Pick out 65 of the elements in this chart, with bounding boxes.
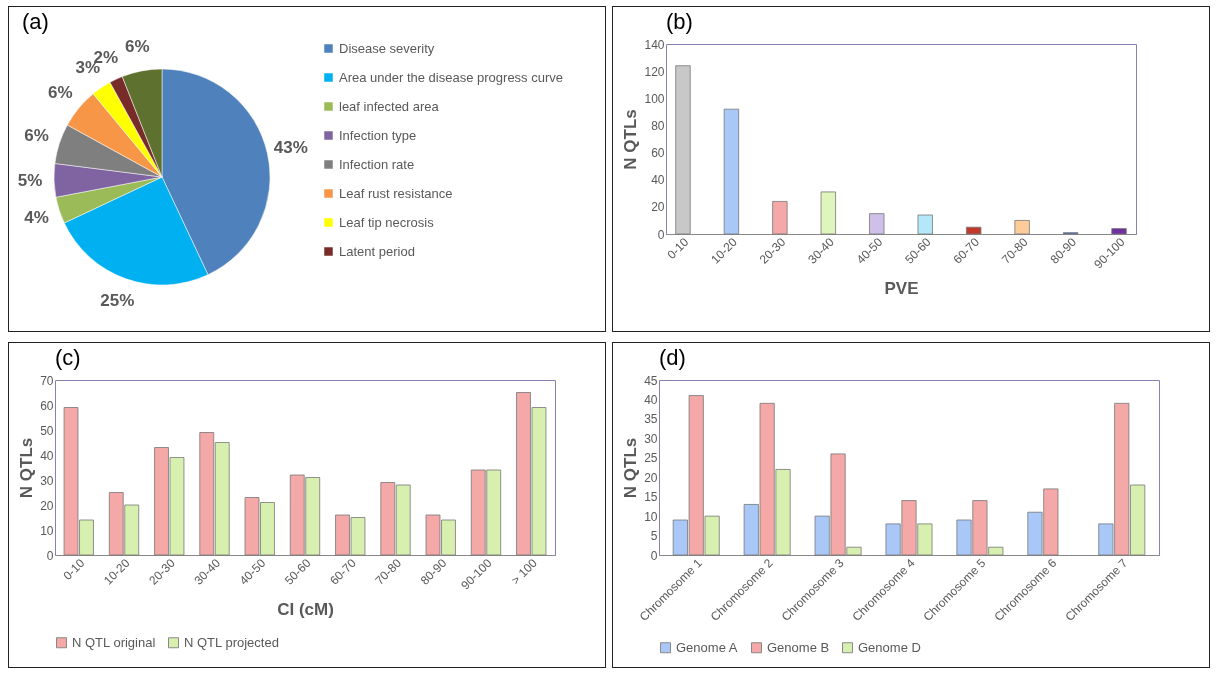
legend-label: Infection rate	[339, 156, 415, 172]
y-tick-label: 20	[40, 498, 54, 513]
bar	[820, 191, 836, 235]
y-tick-label: 15	[644, 490, 658, 505]
legend-label: Infection type	[339, 127, 417, 143]
x-axis-title: CI (cM)	[277, 599, 334, 619]
y-axis-title: N QTLs	[621, 109, 641, 170]
legend-label: N QTL original	[72, 634, 156, 650]
y-tick-label: 45	[644, 373, 658, 388]
bar	[869, 213, 885, 235]
data-label: 5%	[17, 171, 43, 191]
legend-label: Latent period	[339, 243, 415, 259]
bar	[723, 108, 740, 235]
y-tick-label: 40	[40, 448, 54, 463]
data-label: 6%	[48, 82, 73, 102]
legend-label: Area under the disease progress curve	[339, 69, 564, 85]
y-tick-label: 100	[644, 91, 665, 106]
legend-label: N QTL projected	[184, 634, 279, 650]
data-label: 4%	[24, 207, 49, 227]
y-axis-title: N QTLs	[17, 437, 37, 499]
legend-label: Leaf tip necrosis	[339, 214, 435, 230]
y-tick-label: 5	[650, 529, 658, 544]
y-tick-label: 60	[40, 398, 54, 413]
data-label: 6%	[24, 126, 49, 146]
y-tick-label: 20	[644, 470, 658, 485]
chart-title: (d)	[659, 345, 686, 370]
legend-label: Disease severity	[339, 40, 435, 56]
data-label: 43%	[273, 138, 308, 158]
y-tick-label: 0	[650, 548, 658, 563]
y-tick-label: 10	[40, 523, 54, 538]
bar	[917, 214, 933, 235]
bar	[675, 65, 691, 235]
y-axis-title: N QTLs	[621, 437, 641, 499]
y-tick-label: 120	[644, 64, 665, 79]
y-tick-label: 0	[46, 548, 54, 563]
y-tick-label: 60	[651, 146, 665, 161]
y-tick-label: 50	[40, 423, 54, 438]
y-tick-label: 20	[651, 200, 665, 215]
y-tick-label: 30	[644, 431, 658, 446]
x-axis-title: PVE	[884, 278, 919, 298]
x-tick-label: > 100	[508, 555, 540, 588]
y-tick-label: 10	[644, 509, 658, 524]
chart-title: (a)	[22, 9, 49, 35]
data-label: 25%	[100, 291, 135, 311]
legend-label: leaf infected area	[339, 98, 440, 114]
y-tick-label: 70	[40, 373, 54, 388]
y-tick-label: 40	[651, 173, 665, 188]
bar	[1014, 220, 1030, 235]
legend-label: Genome B	[767, 639, 830, 655]
bar	[966, 226, 982, 235]
legend-label: Genome A	[676, 639, 738, 655]
data-label: 6%	[124, 37, 150, 57]
y-tick-label: 35	[644, 412, 658, 427]
y-tick-label: 30	[40, 473, 54, 488]
bar	[1111, 228, 1127, 235]
chart-title: (b)	[666, 9, 693, 34]
y-tick-label: 40	[644, 392, 658, 407]
y-tick-label: 0	[657, 227, 665, 242]
y-tick-label: 80	[651, 118, 665, 133]
chart-title: (c)	[55, 345, 81, 370]
bar	[772, 201, 788, 235]
legend-label: Genome D	[858, 639, 921, 655]
y-tick-label: 25	[644, 451, 658, 466]
legend-label: Leaf rust resistance	[339, 185, 453, 201]
y-tick-label: 140	[644, 37, 665, 52]
